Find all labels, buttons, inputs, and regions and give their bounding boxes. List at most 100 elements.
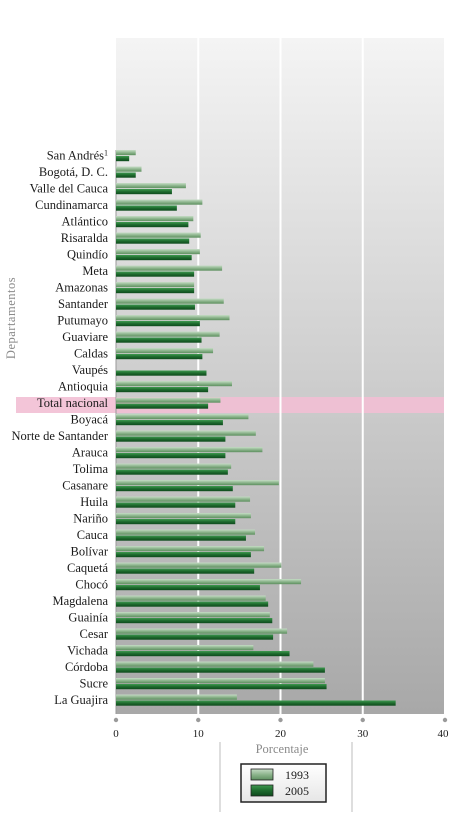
category-label-magdalena: Magdalena	[52, 594, 108, 608]
legend-label-2005: 2005	[285, 784, 309, 798]
legend-label-1993: 1993	[285, 768, 309, 782]
category-label-norte-de-santander: Norte de Santander	[12, 429, 109, 443]
bar-2005-arauca	[116, 453, 226, 459]
category-label-sucre: Sucre	[80, 677, 109, 691]
bar-1993-san-andres	[116, 150, 136, 156]
category-label-valle-del-cauca: Valle del Cauca	[30, 182, 109, 196]
category-label-putumayo: Putumayo	[57, 314, 108, 328]
bar-1993-arauca	[116, 447, 263, 453]
tick-mark-0	[113, 717, 119, 723]
bar-2005-total-nacional	[116, 403, 209, 409]
tick-mark-40	[442, 717, 448, 723]
category-label-antioquia: Antioquia	[58, 380, 108, 394]
bar-2005-amazonas	[116, 288, 195, 294]
bar-1993-amazonas	[116, 282, 195, 288]
bar-1993-risaralda	[116, 232, 201, 238]
legend: Porcentaje 1993 2005	[219, 742, 353, 812]
tick-label-20: 20	[275, 728, 287, 740]
bar-1993-cauca	[116, 529, 256, 535]
bar-2005-cesar	[116, 634, 274, 640]
bar-1993-caldas	[116, 348, 214, 354]
bar-1993-valle-del-cauca	[116, 183, 186, 189]
bar-1993-cordoba	[116, 661, 314, 667]
bar-2005-huila	[116, 502, 236, 508]
bar-2005-san-andres	[116, 156, 130, 162]
category-label-la-guajira: La Guajira	[54, 693, 108, 707]
bar-2005-meta	[116, 271, 195, 277]
category-label-cordoba: Córdoba	[65, 660, 109, 674]
bar-2005-norte-de-santander	[116, 436, 226, 442]
category-label-cundinamarca: Cundinamarca	[35, 198, 108, 212]
category-label-cesar: Cesar	[80, 627, 109, 641]
grid-lines	[115, 38, 446, 714]
category-label-cauca: Cauca	[77, 528, 109, 542]
bar-2005-guaviare	[116, 337, 202, 343]
category-label-meta: Meta	[82, 264, 108, 278]
bar-1993-putumayo	[116, 315, 230, 321]
bar-1993-huila	[116, 496, 251, 502]
bar-2005-caldas	[116, 354, 203, 360]
bar-2005-choco	[116, 585, 260, 591]
category-label-quindio: Quindío	[67, 248, 108, 262]
bar-2005-quindio	[116, 255, 192, 261]
bar-1993-atlantico	[116, 216, 194, 222]
bar-1993-santander	[116, 298, 224, 304]
tick-mark-10	[196, 717, 201, 723]
bar-2005-bolivar	[116, 552, 251, 558]
x-axis-label: Porcentaje	[256, 742, 309, 756]
category-label-total-nacional: Total nacional	[37, 396, 108, 410]
bar-1993-quindio	[116, 249, 200, 255]
category-label-guainia: Guainía	[68, 611, 108, 625]
y-axis-label: Departamentos	[4, 277, 18, 359]
category-label-guaviare: Guaviare	[62, 330, 108, 344]
category-label-huila: Huila	[80, 495, 108, 509]
bar-1993-sucre	[116, 678, 325, 684]
tick-label-30: 30	[357, 728, 369, 740]
bar-1993-meta	[116, 265, 223, 271]
bar-1993-guainia	[116, 612, 270, 618]
category-label-risaralda: Risaralda	[61, 231, 109, 245]
bar-2005-cordoba	[116, 667, 325, 673]
bar-1993-guaviare	[116, 331, 220, 337]
category-label-bolivar: Bolívar	[71, 545, 109, 559]
bar-2005-magdalena	[116, 601, 269, 607]
category-label-tolima: Tolima	[73, 462, 109, 476]
bar-1993-choco	[116, 579, 302, 585]
bar-1993-la-guajira	[116, 694, 237, 700]
bar-2005-boyaca	[116, 420, 223, 426]
bar-2005-valle-del-cauca	[116, 189, 172, 195]
legend-swatch-1993	[250, 768, 274, 781]
bar-1993-magdalena	[116, 595, 266, 601]
bar-1993-antioquia	[116, 381, 232, 387]
bar-1993-narino	[116, 513, 251, 519]
category-label-santander: Santander	[58, 297, 109, 311]
category-label-vichada: Vichada	[67, 644, 108, 658]
category-label-narino: Nariño	[73, 512, 108, 526]
tick-label-40: 40	[438, 728, 450, 740]
bar-2005-sucre	[116, 684, 327, 690]
bar-2005-vichada	[116, 651, 290, 657]
bar-2005-santander	[116, 304, 195, 310]
bar-2005-bogota-d-c	[116, 172, 136, 178]
bar-2005-antioquia	[116, 387, 209, 393]
legend-swatch-2005	[250, 784, 274, 797]
bar-2005-risaralda	[116, 238, 190, 244]
bar-1993-tolima	[116, 463, 232, 469]
category-label-vaupes: Vaupés	[72, 363, 108, 377]
bar-2005-cauca	[116, 535, 246, 541]
bar-2005-caqueta	[116, 568, 255, 574]
tick-mark-30	[360, 717, 365, 723]
bar-1993-boyaca	[116, 414, 249, 420]
category-label-casanare: Casanare	[62, 479, 108, 493]
bar-1993-cesar	[116, 628, 288, 634]
bar-2005-casanare	[116, 486, 233, 492]
bar-2005-tolima	[116, 469, 228, 475]
bar-1993-caqueta	[116, 562, 282, 568]
category-label-choco: Chocó	[75, 578, 108, 592]
bar-1993-total-nacional	[116, 397, 221, 403]
category-label-san-andres: San Andrés1	[47, 148, 108, 163]
bar-1993-vichada	[116, 645, 254, 651]
category-label-caldas: Caldas	[74, 347, 108, 361]
category-label-boyaca: Boyacá	[71, 413, 109, 427]
